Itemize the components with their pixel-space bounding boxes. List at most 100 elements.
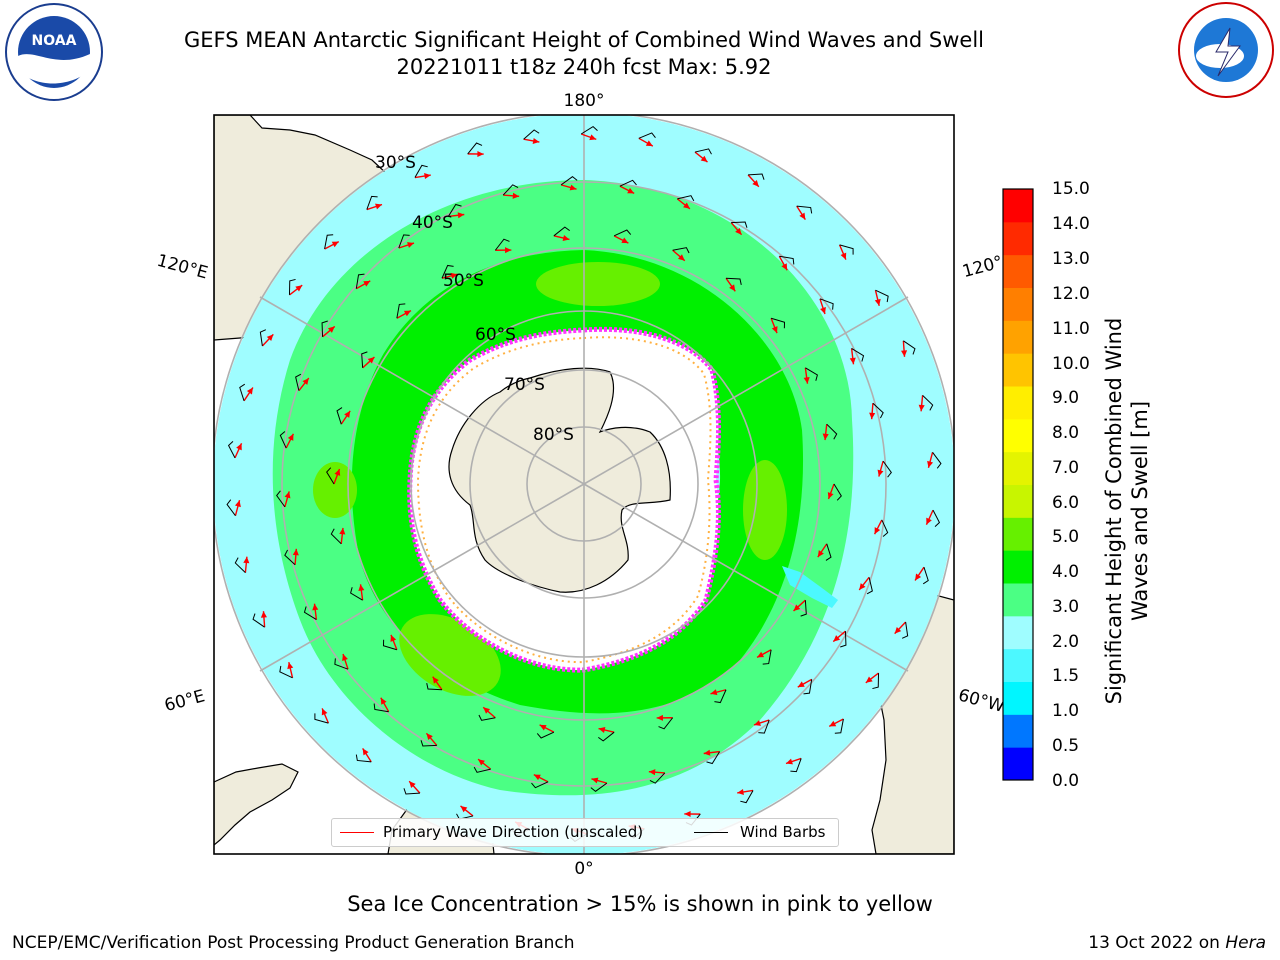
colorbar-tick: 0.0 bbox=[1052, 771, 1080, 791]
wave-direction-arrowhead bbox=[591, 777, 599, 784]
wind-barb bbox=[279, 665, 293, 679]
wind-barb bbox=[803, 679, 813, 695]
chart-subtitle: 20221011 t18z 240h fcst Max: 5.92 bbox=[396, 55, 772, 79]
colorbar-tick: 1.0 bbox=[1052, 701, 1080, 721]
wave-direction-arrowhead bbox=[598, 727, 606, 733]
wind-barb bbox=[355, 273, 365, 289]
wind-barb bbox=[619, 179, 637, 187]
legend-wave-line bbox=[340, 832, 374, 833]
lat-label-40: 40°S bbox=[412, 213, 453, 233]
noaa-logo: NOAA bbox=[5, 3, 103, 101]
wave-direction-arrowhead bbox=[757, 651, 765, 658]
wind-barb bbox=[330, 528, 342, 545]
wave-direction-arrowhead bbox=[505, 247, 512, 254]
wave-direction-arrowhead bbox=[539, 724, 547, 731]
wind-barb bbox=[932, 509, 941, 527]
wind-barb bbox=[932, 452, 942, 469]
graticule bbox=[214, 115, 954, 854]
wind-barb bbox=[762, 649, 772, 665]
colorbar-tick: 8.0 bbox=[1052, 423, 1080, 443]
wind-barb bbox=[740, 790, 754, 804]
antarctica-land bbox=[448, 367, 671, 593]
wind-barb bbox=[779, 255, 795, 265]
wind-barb bbox=[748, 173, 765, 180]
wind-barb bbox=[758, 719, 770, 734]
wave-direction-arrowhead bbox=[869, 412, 876, 420]
wind-barb bbox=[259, 329, 267, 347]
wind-barb bbox=[234, 557, 246, 573]
wind-barb bbox=[672, 247, 690, 254]
wind-barb bbox=[403, 788, 420, 795]
colorbar-tick: 6.0 bbox=[1052, 493, 1080, 513]
wind-barb bbox=[872, 673, 880, 690]
footer-credit: NCEP/EMC/Verification Post Processing Pr… bbox=[12, 933, 575, 953]
wind-barb bbox=[580, 125, 598, 135]
wave-direction-arrowhead bbox=[483, 707, 491, 714]
wave-direction-arrowhead bbox=[621, 237, 629, 244]
wind-barb bbox=[553, 226, 570, 237]
wave-direction-arrowhead bbox=[334, 468, 341, 476]
colorbar-bin bbox=[1003, 714, 1033, 748]
lon-label-180: 180° bbox=[564, 91, 605, 111]
colorbar-tick: 5.0 bbox=[1052, 527, 1080, 547]
wave-direction-arrowhead bbox=[367, 357, 375, 364]
wave-direction-arrowhead bbox=[287, 433, 294, 441]
wave-direction-arrowhead bbox=[380, 697, 387, 705]
wind-barb bbox=[866, 577, 873, 595]
wave-direction-arrowhead bbox=[648, 769, 656, 776]
wind-barb bbox=[725, 277, 742, 285]
nws-logo bbox=[1178, 2, 1274, 98]
colorbar-bin bbox=[1003, 287, 1033, 321]
wave-direction-arrowhead bbox=[927, 460, 934, 468]
map-frame bbox=[213, 114, 955, 855]
colorbar-tick: 11.0 bbox=[1052, 319, 1090, 339]
wave-direction-arrowhead bbox=[295, 285, 303, 292]
footer-host: Hera bbox=[1225, 933, 1266, 953]
wave-direction-arrowhead bbox=[403, 310, 411, 317]
wave-direction-arrowhead bbox=[358, 584, 365, 591]
wave-direction-arrowhead bbox=[407, 242, 414, 248]
wave-direction-arrowhead bbox=[656, 714, 663, 721]
map-legend: Primary Wave Direction (unscaled) Wind B… bbox=[331, 818, 839, 847]
wave-direction-arrowhead bbox=[683, 202, 690, 209]
wave-direction-arrowhead bbox=[243, 556, 250, 564]
wind-barb bbox=[366, 195, 378, 210]
colorbar-label: Significant Height of Combined Wind Wave… bbox=[1102, 317, 1152, 705]
wind-barb bbox=[833, 483, 842, 501]
wave-direction-arrowhead bbox=[781, 263, 788, 271]
wind-barb bbox=[324, 234, 334, 250]
wave-direction-arrowhead bbox=[457, 212, 465, 219]
wave-direction-arrowhead bbox=[390, 634, 397, 642]
wave-direction-arrowhead bbox=[827, 492, 834, 500]
colorbar-bin bbox=[1003, 451, 1033, 485]
wave-direction-arrowhead bbox=[260, 611, 267, 618]
lon-label-0: 0° bbox=[574, 859, 593, 879]
wave-direction-arrowhead bbox=[327, 326, 335, 333]
wave-direction-arrowhead bbox=[312, 603, 319, 611]
colorbar-bin bbox=[1003, 517, 1033, 551]
wind-barb bbox=[473, 766, 491, 773]
wave-direction-arrowhead bbox=[236, 443, 242, 451]
wind-barb bbox=[805, 367, 818, 381]
wave-direction-arrowhead bbox=[426, 733, 433, 741]
colorbar-tick: 14.0 bbox=[1052, 214, 1090, 234]
wind-barb bbox=[677, 195, 695, 202]
wave-direction-arrowhead bbox=[432, 676, 439, 684]
lon-label-60e: 60°E bbox=[162, 686, 207, 716]
wind-barb bbox=[373, 703, 389, 713]
wind-barb bbox=[819, 298, 834, 310]
wave-direction-arrowhead bbox=[803, 377, 810, 384]
wind-barb bbox=[295, 373, 302, 391]
colorbar-tick: 7.0 bbox=[1052, 458, 1080, 478]
lon-label-120w: 120° bbox=[960, 252, 1005, 282]
wind-barb bbox=[276, 490, 286, 508]
wave-direction-arrowhead bbox=[754, 720, 761, 726]
wave-direction-arrowhead bbox=[877, 469, 884, 477]
wave-direction-arrowhead bbox=[450, 272, 458, 279]
wave-direction-arrowhead bbox=[363, 280, 371, 287]
wind-barb bbox=[839, 244, 854, 255]
wind-barb bbox=[227, 441, 236, 459]
wave-direction-arrowhead bbox=[645, 140, 653, 147]
wind-barb bbox=[796, 205, 813, 214]
colorbar-bin bbox=[1003, 254, 1033, 288]
